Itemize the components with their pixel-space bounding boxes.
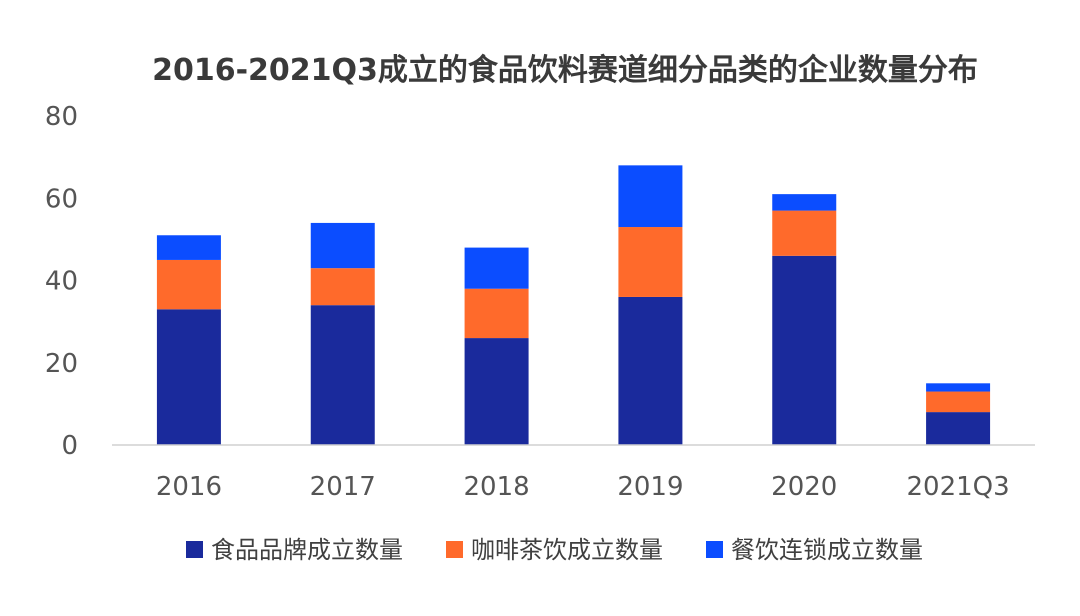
- bar-segment-2-2016: [156, 259, 221, 310]
- y-tick-label: 20: [45, 349, 78, 379]
- x-tick-label: 2020: [771, 472, 837, 502]
- legend-swatch: [186, 541, 203, 558]
- bar-segment-2-2021Q3: [926, 391, 991, 413]
- bar-segment-1-2021Q3: [926, 412, 991, 445]
- y-tick-label: 80: [45, 102, 78, 132]
- legend-label: 食品品牌成立数量: [211, 536, 403, 564]
- x-axis-ticks: 2016 2017 2018 2019 2020 2021Q3: [156, 472, 1010, 502]
- chart-title: 2016-2021Q3成立的食品饮料赛道细分品类的企业数量分布: [152, 53, 978, 88]
- bar-segment-2-2020: [772, 210, 837, 256]
- bar-segment-3-2017: [310, 222, 375, 269]
- x-tick-label: 2017: [310, 472, 376, 502]
- bar-segment-3-2021Q3: [926, 383, 991, 392]
- y-tick-label: 0: [61, 431, 78, 461]
- bar-segment-3-2019: [618, 165, 683, 228]
- legend-label: 咖啡茶饮成立数量: [471, 536, 663, 564]
- bar-segment-3-2018: [464, 247, 529, 289]
- bar-segment-1-2019: [618, 296, 683, 445]
- x-tick-label: 2018: [463, 472, 529, 502]
- legend-label: 餐饮连锁成立数量: [731, 536, 923, 564]
- bar-segment-2-2017: [310, 268, 375, 306]
- bar-segment-1-2018: [464, 338, 529, 445]
- bar-segment-3-2016: [156, 235, 221, 260]
- bar-segment-1-2017: [310, 305, 375, 445]
- x-tick-label: 2016: [156, 472, 222, 502]
- y-tick-label: 40: [45, 267, 78, 297]
- bar-segment-3-2020: [772, 194, 837, 211]
- bar-segment-2-2018: [464, 288, 529, 339]
- legend-swatch: [446, 541, 463, 558]
- bar-segment-2-2019: [618, 227, 683, 297]
- x-tick-label: 2021Q3: [906, 472, 1009, 502]
- y-axis-ticks: 0 20 40 60 80: [45, 102, 78, 461]
- legend: 食品品牌成立数量 咖啡茶饮成立数量 餐饮连锁成立数量: [186, 536, 923, 564]
- y-tick-label: 60: [45, 184, 78, 214]
- bars: [156, 165, 991, 445]
- bar-segment-1-2020: [772, 255, 837, 445]
- x-tick-label: 2019: [617, 472, 683, 502]
- bar-segment-1-2016: [156, 309, 221, 445]
- legend-swatch: [706, 541, 723, 558]
